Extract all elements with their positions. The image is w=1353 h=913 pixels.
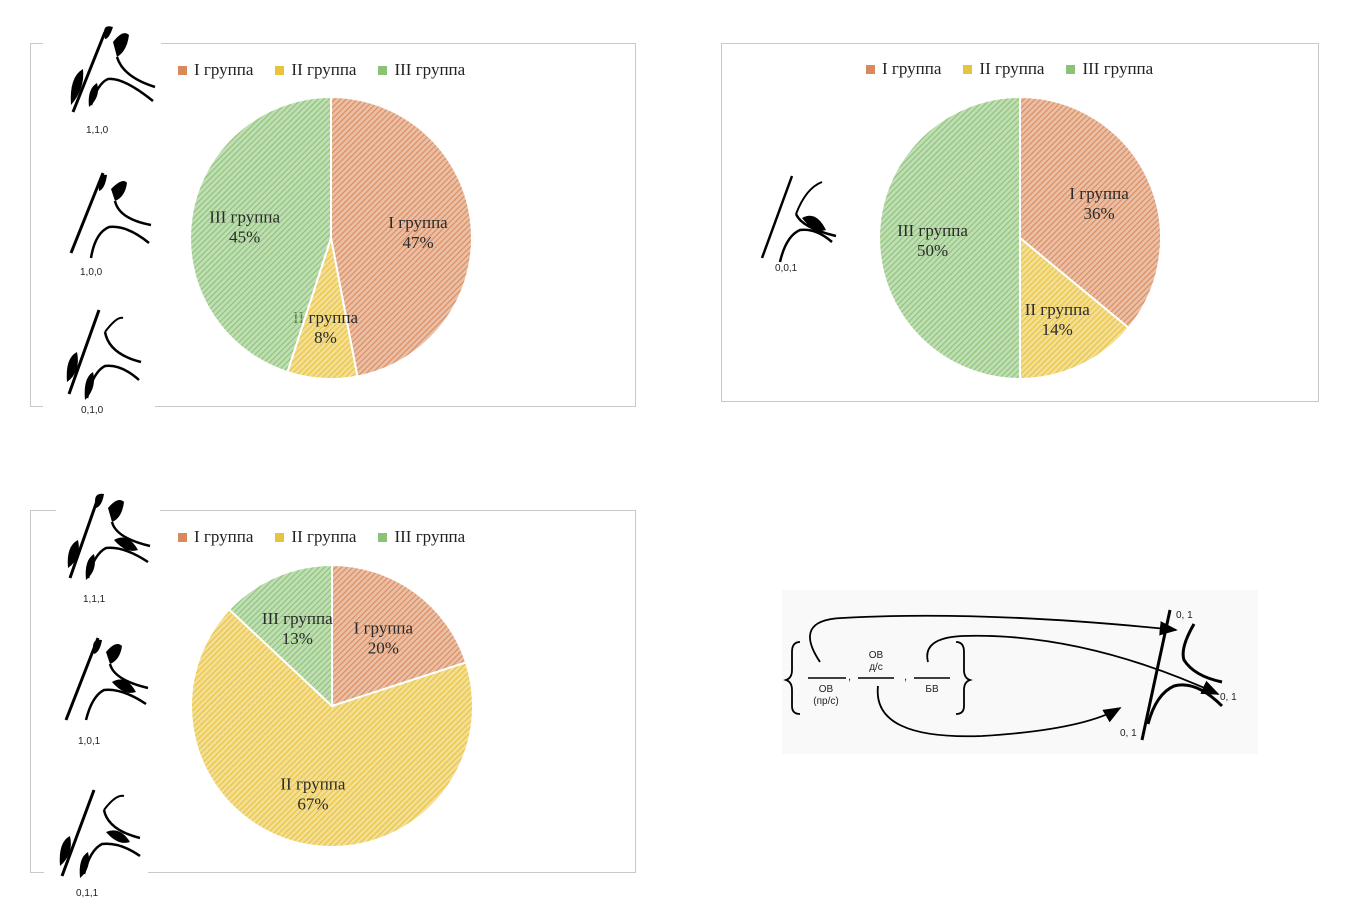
legend-swatch-group3 xyxy=(1066,64,1076,74)
pie-slice-category-label: II группа xyxy=(1025,300,1091,319)
tooth-thumbnail-0-1-0: 0,1,0 xyxy=(43,302,155,420)
pie-slice-category-label: III группа xyxy=(897,221,968,240)
legend-label: III группа xyxy=(394,527,466,546)
legend-item-group3: III группа xyxy=(378,60,465,80)
scheme-value: 0, 1 xyxy=(1176,610,1193,621)
legend-label: I группа xyxy=(194,527,254,546)
legend-swatch-group1 xyxy=(866,64,875,74)
right-brace xyxy=(955,641,973,715)
legend-item-group3: III группа xyxy=(1066,59,1153,79)
scheme-value: 0, 1 xyxy=(1120,728,1137,739)
thumbnail-code-label: 0,1,1 xyxy=(76,888,99,899)
coding-scheme-diagram: ОВ (пр/с) ОВ д/с БВ , , 0, 1 0, 1 0, 1 xyxy=(783,609,1237,741)
legend-swatch-group3 xyxy=(378,532,388,542)
pie-slice-category-label: II группа xyxy=(293,308,359,327)
pie-slice-group2 xyxy=(1019,235,1131,381)
left-brace xyxy=(783,641,801,715)
tooth-diagram-icon xyxy=(760,175,837,263)
tooth-diagram-icon xyxy=(70,26,156,113)
legend-label: II группа xyxy=(979,59,1045,78)
thumbnail-code-label: 0,0,1 xyxy=(775,263,798,274)
tooth-thumbnail-0-0-1: 0,0,1 xyxy=(750,170,846,280)
legend-swatch-group2 xyxy=(275,532,285,542)
pie-slice-category-label: I группа xyxy=(354,618,414,637)
tooth-thumbnail-1-1-1: 1,1,1 xyxy=(56,488,160,606)
scheme-term: БВ xyxy=(925,684,939,695)
pie-slice-group1 xyxy=(331,563,468,708)
pie-slice-value-label: 8% xyxy=(314,328,337,347)
legend-label: III группа xyxy=(1082,59,1154,78)
pie-slice-value-label: 36% xyxy=(1084,204,1115,223)
legend-label: I группа xyxy=(882,59,942,78)
pie-slice-category-label: I группа xyxy=(388,213,448,232)
thumbnail-code-label: 1,1,1 xyxy=(83,594,106,605)
tooth-diagram-icon xyxy=(66,309,142,400)
tooth-diagram-icon xyxy=(69,172,152,259)
legend-swatch-group1 xyxy=(178,532,187,542)
scheme-value: 0, 1 xyxy=(1220,692,1237,703)
legend-label: III группа xyxy=(394,60,466,79)
scheme-term: ОВ xyxy=(869,650,884,661)
scheme-separator: , xyxy=(904,671,907,683)
pie-slice-group1 xyxy=(330,95,473,378)
tooth-diagram-icon xyxy=(64,637,149,721)
tooth-thumbnail-1-0-1: 1,0,1 xyxy=(56,630,160,752)
legend-item-group2: II группа xyxy=(275,527,356,547)
thumbnail-code-label: 0,1,0 xyxy=(81,405,104,416)
pie-slice-value-label: 50% xyxy=(917,241,948,260)
pie-slice-group1 xyxy=(1019,95,1162,330)
scheme-term: ОВ xyxy=(819,684,834,695)
scheme-separator: , xyxy=(848,671,851,683)
tooth-thumbnail-0-1-1: 0,1,1 xyxy=(44,780,148,906)
legend-item-group3: III группа xyxy=(378,527,465,547)
arrow-ov-ds xyxy=(876,685,1122,738)
pie-slice-value-label: 45% xyxy=(229,227,260,246)
legend-item-group1: I группа xyxy=(866,59,941,79)
legend-swatch-group1 xyxy=(178,65,187,75)
tooth-diagram-icon xyxy=(59,789,141,878)
tooth-diagram-icon xyxy=(67,493,151,580)
chart2-legend: I группа II группа III группа xyxy=(866,59,1153,79)
pie-slice-category-label: III группа xyxy=(209,207,280,226)
legend-item-group1: I группа xyxy=(178,60,253,80)
scheme-term: (пр/с) xyxy=(813,696,838,707)
pie-slice-category-label: III группа xyxy=(262,609,333,628)
pie-slice-group2 xyxy=(190,608,474,848)
legend-label: II группа xyxy=(291,527,357,546)
legend-item-group2: II группа xyxy=(275,60,356,80)
coding-scheme: ОВ (пр/с) ОВ д/с БВ , , 0, 1 0, 1 0, 1 xyxy=(782,590,1258,754)
chart1-legend: I группа II группа III группа xyxy=(178,60,465,80)
chart3-legend: I группа II группа III группа xyxy=(178,527,465,547)
tooth-thumbnail-1-1-0: 1,1,0 xyxy=(43,17,161,139)
pie-slice-value-label: 14% xyxy=(1042,320,1073,339)
thumbnail-code-label: 1,0,1 xyxy=(78,736,101,747)
legend-swatch-group3 xyxy=(378,65,388,75)
tooth-sketch xyxy=(1181,623,1223,684)
pie-slice-group3 xyxy=(878,95,1021,381)
thumbnail-code-label: 1,1,0 xyxy=(86,125,109,136)
pie-slice-value-label: 47% xyxy=(402,233,433,252)
legend-item-group1: I группа xyxy=(178,527,253,547)
tooth-sketch xyxy=(1140,609,1172,741)
tooth-sketch xyxy=(1146,683,1224,725)
pie-slice-value-label: 13% xyxy=(282,629,313,648)
legend-label: II группа xyxy=(291,60,357,79)
pie-slice-group3 xyxy=(189,95,332,374)
legend-swatch-group2 xyxy=(963,64,973,74)
arrow-ov-prs xyxy=(809,614,1178,663)
pie-slice-group3 xyxy=(227,563,333,709)
thumbnail-code-label: 1,0,0 xyxy=(80,267,103,278)
pie-slice-value-label: 67% xyxy=(297,794,328,813)
legend-swatch-group2 xyxy=(275,65,285,75)
tooth-thumbnail-1-0-0: 1,0,0 xyxy=(43,163,161,283)
scheme-term: д/с xyxy=(869,662,883,673)
pie-slice-category-label: I группа xyxy=(1069,184,1129,203)
legend-label: I группа xyxy=(194,60,254,79)
pie-slice-value-label: 20% xyxy=(368,638,399,657)
pie-slice-category-label: II группа xyxy=(280,774,346,793)
legend-item-group2: II группа xyxy=(963,59,1044,79)
